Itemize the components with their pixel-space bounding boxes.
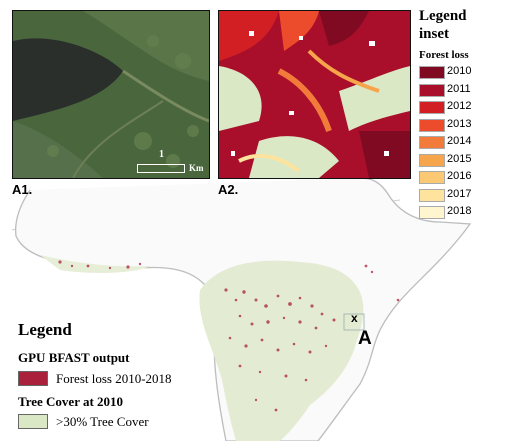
site-box	[343, 313, 365, 331]
inset-year-label: 2010	[447, 65, 472, 77]
inset-year-label: 2016	[447, 170, 472, 182]
inset-swatch-2015	[419, 153, 445, 167]
panel-a1-label: A1.	[12, 182, 33, 197]
inset-year-label: 2012	[447, 100, 472, 112]
panel-a1-satellite: 1 Km	[12, 10, 210, 179]
tree-cover-swatch	[18, 414, 48, 429]
inset-year-label: 2018	[447, 205, 472, 217]
inset-legend-title-line2: inset	[419, 26, 449, 42]
inset-year-label: 2011	[447, 82, 471, 95]
main-legend-section1: GPU BFAST output	[18, 350, 130, 365]
west-africa-tree-cover	[40, 255, 150, 273]
site-label: A	[358, 328, 372, 349]
panel-a2-forest-loss	[218, 10, 411, 179]
forest-loss-detail	[219, 11, 410, 178]
inset-swatch-2013	[419, 118, 445, 132]
inset-year-label: 2013	[447, 117, 472, 130]
inset-year-label: 2017	[447, 187, 472, 200]
inset-legend-subtitle: Forest loss	[419, 49, 469, 61]
forest-loss-spots	[58, 260, 400, 412]
scale-unit: Km	[189, 163, 204, 173]
inset-year-label: 2014	[447, 135, 472, 147]
main-legend-section2: Tree Cover at 2010	[18, 394, 124, 409]
inset-year-label: 2015	[447, 152, 472, 165]
main-legend-item1: Forest loss 2010-2018	[56, 371, 172, 386]
inset-swatch-2017	[419, 188, 445, 202]
inset-swatch-2016	[419, 171, 445, 184]
inset-swatch-2010	[419, 66, 445, 79]
scale-bar	[137, 164, 185, 173]
inset-swatch-2018	[419, 206, 445, 219]
inset-swatch-2011	[419, 83, 445, 97]
inset-swatch-2012	[419, 101, 445, 114]
main-legend-title: Legend	[18, 320, 72, 339]
scale-value: 1	[159, 149, 164, 160]
inset-swatch-2014	[419, 136, 445, 149]
inset-legend-title-line1: Legend	[419, 8, 467, 24]
panel-a2-label: A2.	[218, 182, 239, 197]
tree-cover-area	[199, 260, 364, 441]
forest-loss-swatch	[18, 371, 48, 386]
main-legend-item2: >30% Tree Cover	[56, 414, 149, 429]
site-marker: x	[351, 311, 358, 325]
satellite-image	[13, 11, 209, 178]
